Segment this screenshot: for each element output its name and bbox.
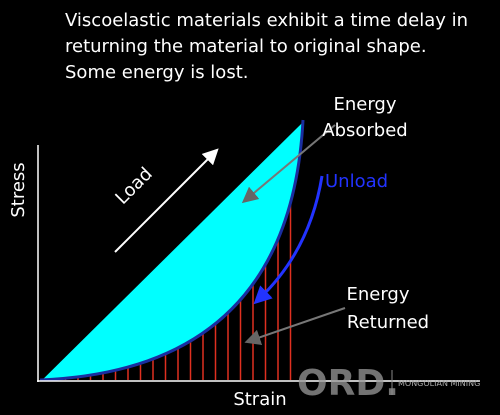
label: Returned xyxy=(347,312,429,333)
watermark-logo: ORD. xyxy=(297,363,399,404)
label: Energy xyxy=(346,284,409,305)
x-axis-label: Strain xyxy=(233,389,286,410)
energy-returned-hatching xyxy=(52,202,292,380)
label: Absorbed xyxy=(322,120,407,141)
load-arrow xyxy=(114,148,219,253)
load-curve xyxy=(38,118,305,382)
returned-pointer xyxy=(244,307,346,345)
title-line: Some energy is lost. xyxy=(65,62,248,83)
watermark-company: MONGOLIAN MINING xyxy=(398,379,480,388)
y-axis-label: Stress xyxy=(8,162,29,217)
title-line: Viscoelastic materials exhibit a time de… xyxy=(65,10,468,31)
title-line: returning the material to original shape… xyxy=(65,36,427,57)
unload-arrow xyxy=(253,175,324,305)
absorbed-pointer xyxy=(241,124,336,204)
label: Energy xyxy=(333,94,396,115)
label: Unload xyxy=(325,171,388,192)
unload-curve xyxy=(39,119,305,382)
